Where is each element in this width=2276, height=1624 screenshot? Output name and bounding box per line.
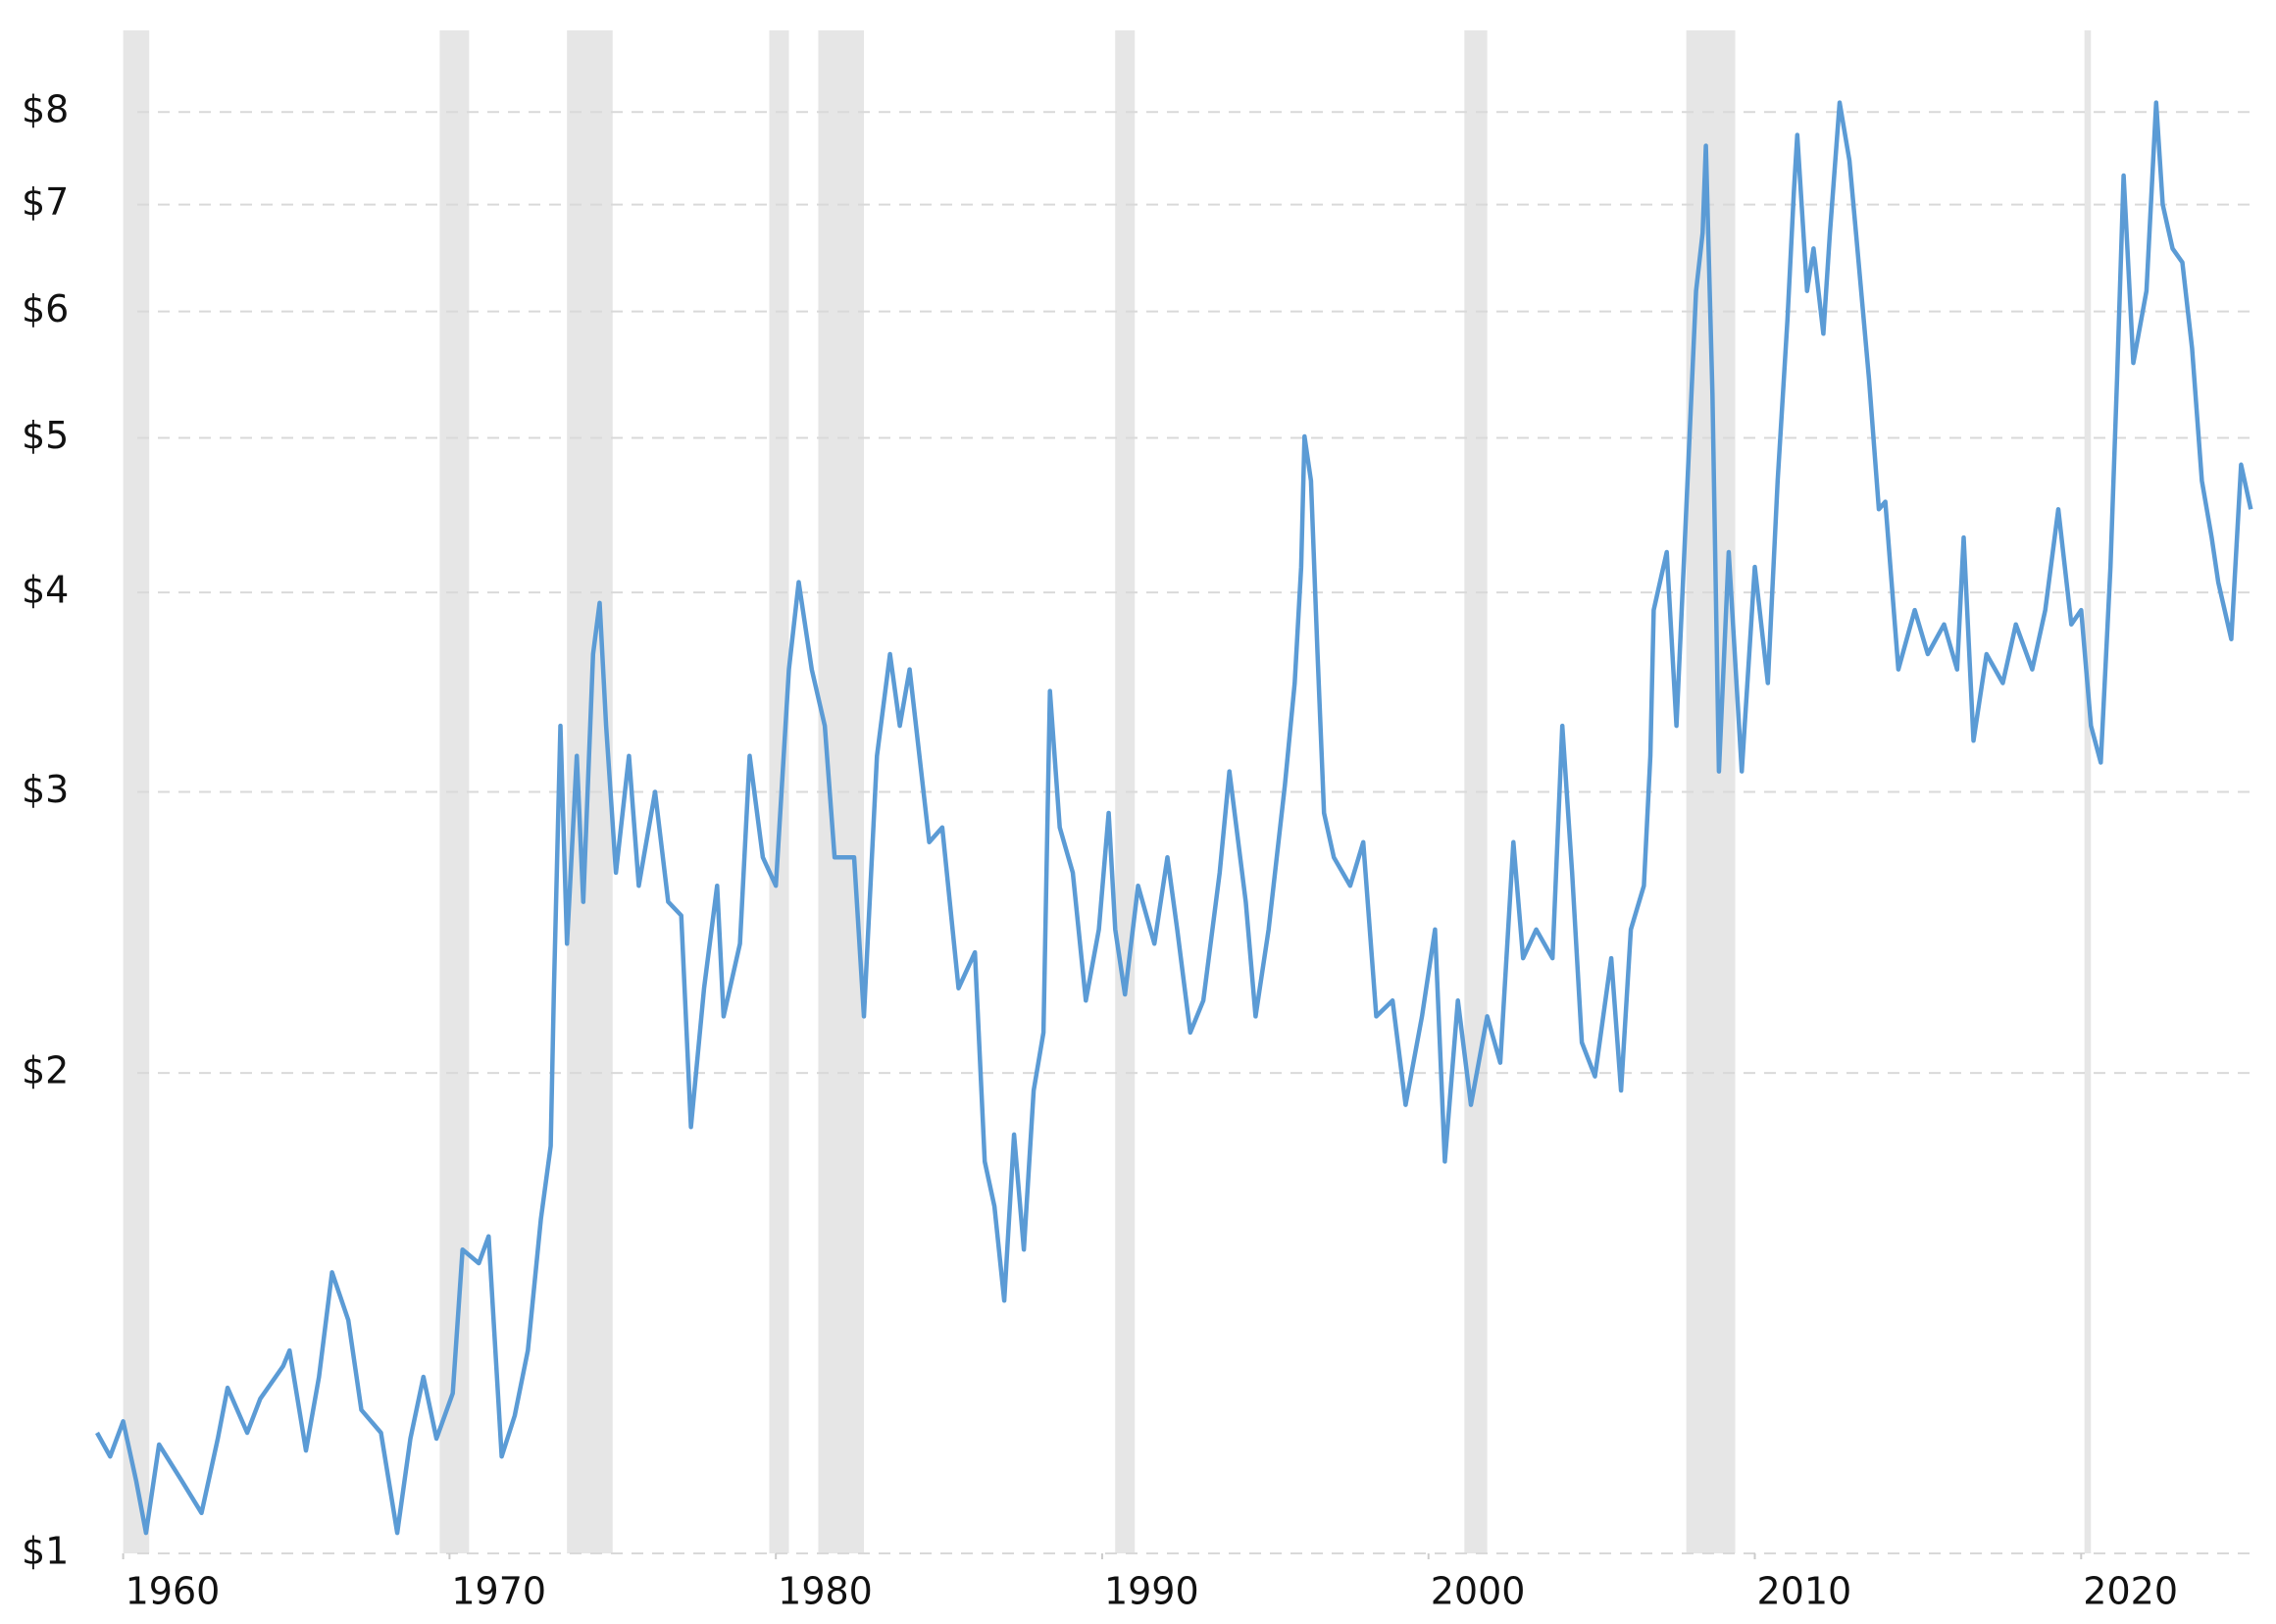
y-tick-label: $7 bbox=[22, 180, 69, 224]
x-tick-label: 2020 bbox=[2083, 1570, 2178, 1613]
y-tick-label: $6 bbox=[22, 287, 69, 330]
x-tick-label: 2010 bbox=[1757, 1570, 1852, 1613]
y-tick-label: $4 bbox=[22, 569, 69, 612]
price-line bbox=[95, 100, 2253, 1536]
y-tick-label: $5 bbox=[22, 414, 69, 457]
x-tick-label: 2000 bbox=[1431, 1570, 1526, 1613]
x-tick-label: 1960 bbox=[126, 1570, 221, 1613]
y-tick-label: $1 bbox=[22, 1530, 69, 1573]
x-tick-label: 1990 bbox=[1104, 1570, 1199, 1613]
recession-band bbox=[1464, 30, 1488, 1553]
y-tick-label: $8 bbox=[22, 88, 69, 131]
y-tick-label: $3 bbox=[22, 768, 69, 811]
x-tick-label: 1970 bbox=[451, 1570, 546, 1613]
recession-band bbox=[2084, 30, 2092, 1553]
x-tick-label: 1980 bbox=[778, 1570, 873, 1613]
recession-band bbox=[1115, 30, 1136, 1553]
y-tick-label: $2 bbox=[22, 1049, 69, 1092]
